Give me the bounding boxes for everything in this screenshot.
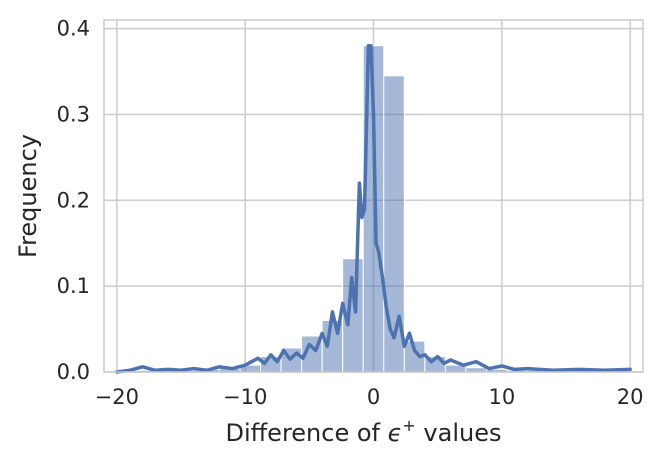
- y-tick-label-0: 0.0: [57, 360, 90, 384]
- plot-frame: [103, 19, 644, 373]
- y-tick-label-4: 0.4: [57, 17, 90, 41]
- x-tick-label-3: 10: [488, 385, 515, 409]
- x-axis-label-symbol: ϵ: [388, 419, 403, 447]
- x-tick-label-4: 20: [617, 385, 644, 409]
- y-tick-label-2: 0.2: [57, 188, 90, 212]
- x-axis-label-suffix: values: [416, 419, 502, 447]
- y-tick-label-1: 0.1: [57, 274, 90, 298]
- x-tick-label-1: −10: [223, 385, 267, 409]
- density-line: [115, 44, 632, 374]
- y-tick-labels: 0.0 0.1 0.2 0.3 0.4: [57, 17, 90, 384]
- density-line-group: [115, 44, 632, 374]
- x-axis-label-superscript: +: [402, 416, 415, 435]
- y-tick-label-3: 0.3: [57, 102, 90, 126]
- x-tick-label-2: 0: [367, 385, 380, 409]
- x-tick-labels: −20 −10 0 10 20: [95, 385, 644, 409]
- x-axis-label-prefix: Difference of: [226, 419, 388, 447]
- y-axis-label: Frequency: [14, 134, 42, 258]
- histogram-bars: [116, 45, 631, 373]
- x-tick-label-0: −20: [95, 385, 139, 409]
- x-axis-label: Difference of ϵ+ values: [226, 416, 502, 447]
